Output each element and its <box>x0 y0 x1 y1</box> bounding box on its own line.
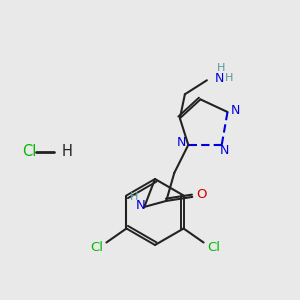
Text: O: O <box>196 188 206 201</box>
Text: N: N <box>220 144 230 158</box>
Text: H: H <box>130 192 139 202</box>
Text: H: H <box>62 145 73 160</box>
Text: N: N <box>215 72 225 85</box>
Text: Cl: Cl <box>22 145 36 160</box>
Text: N: N <box>231 104 240 118</box>
Text: N: N <box>177 136 186 149</box>
Text: H: H <box>217 63 225 73</box>
Text: N: N <box>135 200 145 212</box>
Text: Cl: Cl <box>90 241 103 254</box>
Text: Cl: Cl <box>207 241 220 254</box>
Text: H: H <box>225 73 233 83</box>
